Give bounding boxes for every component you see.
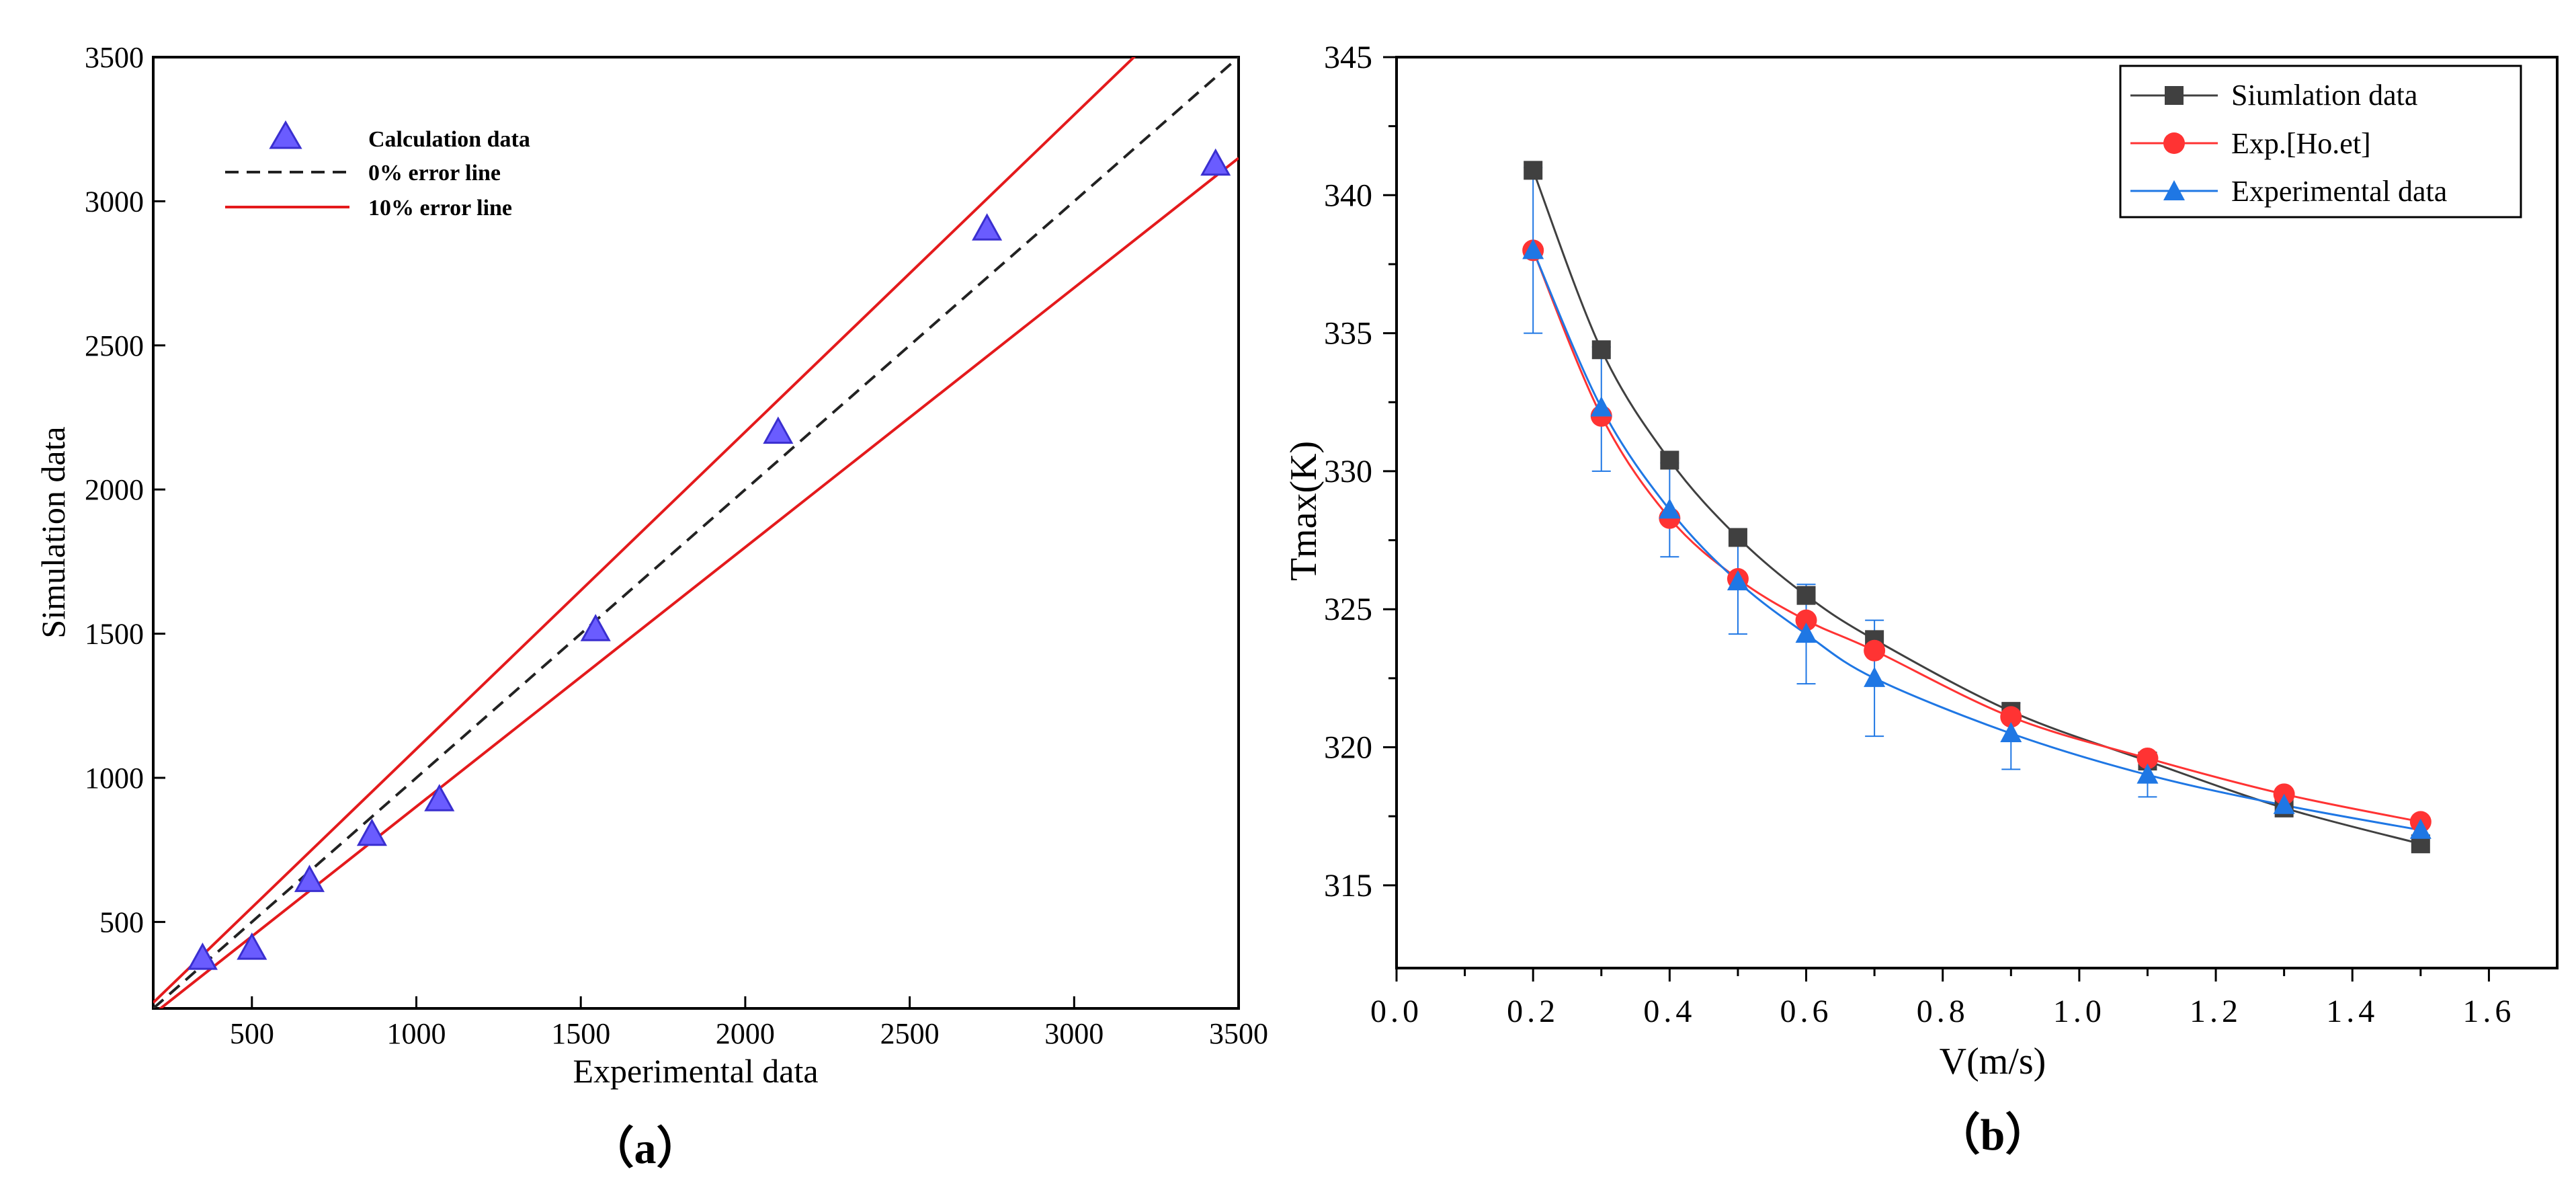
x-tick-label: 0.8 — [1917, 994, 1969, 1029]
experimental-data-point — [1659, 498, 1681, 519]
calculation-data-point — [763, 416, 794, 444]
x-tick-label: 0.6 — [1780, 994, 1833, 1029]
calculation-data-point — [424, 784, 455, 811]
exp-ho-data-point — [1795, 609, 1817, 631]
panel-b-line-chart: 0.0 0.2 0.4 0.6 0.8 1.0 1.2 1.4 1.6 315 320 325 330 3… — [1283, 40, 2559, 1160]
legend-sim-label: Siumlation data — [2231, 79, 2417, 112]
exp-ho-data-point — [2000, 706, 2022, 728]
panel-a-x-axis-label: Experimental data — [573, 1052, 818, 1090]
ten-error-line — [153, 57, 1136, 1004]
experimental-data-point — [2136, 763, 2159, 784]
experimental-data-point — [1795, 623, 1817, 643]
ten-error-line — [158, 157, 1239, 1008]
y-tick-label: 315 — [1324, 868, 1372, 904]
panel-b-caption: （b） — [1936, 1110, 2050, 1160]
y-tick-label: 345 — [1324, 40, 1372, 75]
y-tick-label: 2500 — [85, 329, 144, 362]
experimental-data-point — [2273, 793, 2295, 814]
legend-calculation-label: Calculation data — [368, 127, 530, 152]
exp-ho-data-point — [1864, 639, 1886, 662]
panel-b-x-axis-label: V(m/s) — [1940, 1041, 2046, 1082]
panel-b-legend: Siumlation data Exp.[Ho.et] Experimental… — [2119, 65, 2522, 218]
panel-a-legend: Calculation data 0% error line 10% error… — [225, 120, 530, 221]
calculation-data-point — [187, 943, 218, 970]
legend-calculation-marker — [269, 120, 302, 149]
y-tick-label: 335 — [1324, 316, 1372, 352]
y-tick-label: 3000 — [85, 185, 144, 218]
x-tick-label: 1500 — [551, 1017, 610, 1050]
zero-error-line — [153, 57, 1239, 1008]
simulation-data-point — [1660, 450, 1679, 470]
y-tick-label: 325 — [1324, 592, 1372, 627]
x-tick-label: 500 — [230, 1017, 274, 1050]
series-line-triangle — [1532, 249, 2421, 832]
x-tick-label: 3000 — [1044, 1017, 1104, 1050]
experimental-data-point — [1727, 570, 1749, 591]
experimental-data-point — [2409, 818, 2432, 839]
calculation-data-point — [972, 213, 1003, 241]
panel-b-y-axis-label: Tmax(K) — [1283, 441, 1325, 581]
panel-a-scatter-chart: 500 1000 1500 2000 2500 3000 3500 500 1000 1500 20… — [34, 41, 1268, 1173]
legend-ten-error-label: 10% error line — [368, 196, 512, 221]
panel-b-legend-box — [2119, 65, 2522, 218]
x-tick-label: 0.4 — [1643, 994, 1696, 1029]
legend-sim-marker — [2165, 86, 2184, 105]
simulation-data-point — [1591, 340, 1611, 360]
experimental-data-point — [1522, 239, 1544, 259]
x-tick-label: 2000 — [716, 1017, 775, 1050]
x-tick-label: 1.4 — [2326, 994, 2378, 1029]
x-tick-label: 1.0 — [2053, 994, 2106, 1029]
simulation-data-point — [1728, 528, 1747, 547]
y-tick-label: 1500 — [85, 618, 144, 651]
y-tick-label: 2000 — [85, 473, 144, 506]
legend-exp-label: Experimental data — [2231, 175, 2447, 208]
legend-zero-error-label: 0% error line — [368, 161, 501, 186]
series-line-square — [1532, 169, 2421, 845]
panel-a-plot-frame — [152, 56, 1240, 1010]
y-tick-label: 500 — [99, 906, 144, 939]
calculation-data-point — [237, 932, 267, 960]
simulation-data-point — [1524, 161, 1543, 180]
x-tick-label: 1.2 — [2190, 994, 2242, 1029]
calculation-data-point — [294, 865, 325, 892]
experimental-data-point — [2000, 721, 2022, 742]
legend-exp-ho-marker — [2163, 132, 2185, 154]
panel-a-caption: （a） — [590, 1123, 701, 1173]
simulation-data-point — [1796, 586, 1816, 605]
y-tick-label: 320 — [1324, 730, 1372, 766]
calculation-data-point — [580, 614, 611, 641]
y-tick-label: 1000 — [85, 762, 144, 795]
calculation-data-point — [1200, 148, 1231, 176]
legend-exp-marker — [2163, 180, 2185, 200]
experimental-data-point — [1864, 666, 1886, 687]
panel-a-y-axis-label: Simulation data — [34, 426, 72, 638]
x-tick-label: 1000 — [387, 1017, 446, 1050]
exp-ho-data-point — [2136, 747, 2159, 769]
series-line-circle — [1532, 249, 2421, 823]
y-tick-label: 3500 — [85, 41, 144, 74]
x-tick-label: 0.0 — [1370, 994, 1423, 1029]
y-tick-label: 330 — [1324, 454, 1372, 489]
x-tick-label: 0.2 — [1507, 994, 1559, 1029]
experimental-data-point — [1590, 396, 1612, 417]
y-tick-label: 340 — [1324, 177, 1372, 213]
calculation-data-point — [356, 818, 387, 846]
x-tick-label: 3500 — [1209, 1017, 1268, 1050]
panel-b-plot-frame — [1395, 56, 2559, 969]
x-tick-label: 2500 — [880, 1017, 940, 1050]
legend-exp-ho-label: Exp.[Ho.et] — [2231, 127, 2371, 160]
x-tick-label: 1.6 — [2462, 994, 2515, 1029]
